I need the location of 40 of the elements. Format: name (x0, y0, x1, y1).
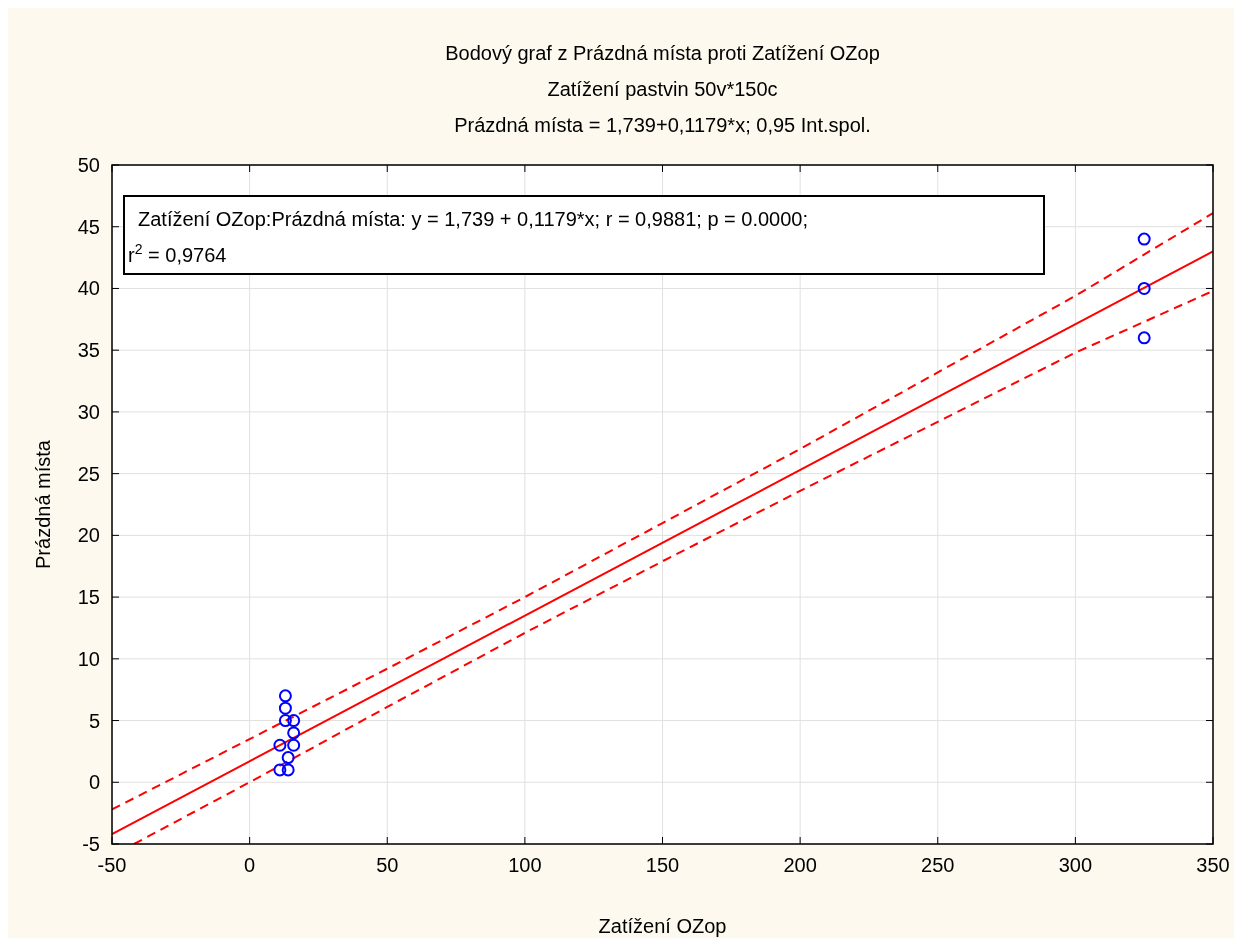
y-tick-label: 50 (77, 154, 100, 176)
point (287, 738, 301, 752)
y-tick-label: 25 (77, 462, 100, 485)
point (273, 738, 287, 752)
y-tick-label: 10 (77, 647, 100, 670)
point (1137, 232, 1151, 246)
annotation: r$^{2}$ = 0,9764 (128, 241, 227, 266)
y-tick-label: 20 (77, 524, 100, 547)
x-tick-label: -50 (97, 854, 127, 876)
point (1137, 331, 1151, 345)
x-axis-title: Zatížení OZop (598, 915, 727, 937)
x-tick-label: 200 (783, 854, 817, 876)
x-tick-label: 250 (921, 854, 955, 876)
y-tick-label: 35 (77, 339, 100, 362)
point (278, 701, 292, 715)
y-tick-label: 40 (77, 277, 100, 300)
y-tick-label: 15 (77, 586, 100, 609)
y-tick-label: 30 (77, 400, 100, 423)
point (287, 726, 301, 740)
point (287, 714, 301, 728)
point (278, 689, 292, 703)
x-tick-label: 300 (1058, 854, 1093, 876)
y-axis-title: Prázdná místa (32, 439, 54, 569)
point (281, 763, 295, 777)
y-tick-label: -5 (82, 833, 100, 855)
x-tick-label: 50 (376, 854, 399, 876)
y-tick-label: 0 (88, 771, 100, 794)
chart-title: Bodový graf z Prázdná místa proti Zatížení OZop (445, 42, 880, 64)
point (281, 751, 295, 765)
y-tick-label: 5 (88, 709, 100, 732)
y-tick-label: 45 (77, 215, 100, 238)
point (278, 714, 292, 728)
chart-subtitle: Zatížení pastvin 50v*150c Prázdná místa = 1,739+0,1179*x; 0,95 Int.spol. (454, 78, 871, 136)
x-tick-label: 350 (1196, 854, 1230, 876)
point (273, 763, 287, 777)
x-tick-label: 150 (645, 854, 680, 876)
annotation: Zatížení OZop:Prázdná místa: y = 1,739 + 0,1179*x; r = 0,9881; p = 0.0000; (138, 208, 809, 230)
point (1137, 281, 1151, 295)
x-tick-label: 0 (244, 854, 256, 876)
x-tick-label: 100 (508, 854, 542, 876)
